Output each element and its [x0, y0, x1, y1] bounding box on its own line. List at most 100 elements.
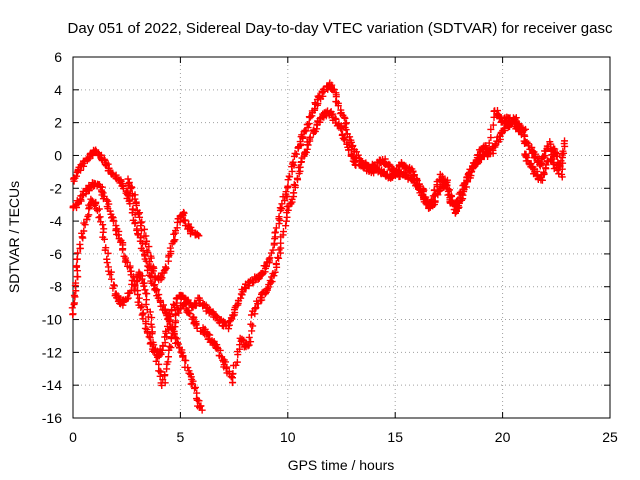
data-point	[372, 163, 380, 171]
data-point	[153, 353, 161, 361]
series-trace-h	[521, 145, 566, 184]
data-point	[191, 384, 199, 392]
data-point	[320, 87, 328, 95]
data-point	[461, 183, 469, 191]
data-point	[141, 286, 149, 294]
data-point	[103, 196, 111, 204]
data-point	[150, 281, 158, 289]
data-point	[167, 344, 175, 352]
data-point	[540, 169, 548, 177]
data-point	[142, 300, 150, 308]
data-point	[198, 406, 206, 414]
data-point	[74, 249, 82, 257]
data-point	[106, 207, 114, 215]
data-point	[181, 356, 189, 364]
data-point	[119, 246, 127, 254]
plot-frame	[72, 56, 611, 419]
y-tick-label: 2	[54, 115, 62, 131]
data-point	[145, 243, 153, 251]
data-point	[78, 191, 86, 199]
data-point	[284, 206, 292, 214]
data-point	[84, 212, 92, 220]
data-point	[76, 240, 84, 248]
data-point	[489, 121, 497, 129]
data-point	[95, 214, 103, 222]
data-point	[247, 311, 255, 319]
data-point	[124, 175, 132, 183]
data-point	[262, 262, 270, 270]
data-point	[304, 121, 312, 129]
data-point	[274, 254, 282, 262]
data-point	[140, 282, 148, 290]
data-point	[279, 228, 287, 236]
data-point	[275, 254, 283, 262]
data-point	[297, 158, 305, 166]
data-point	[148, 330, 156, 338]
data-point	[165, 353, 173, 361]
data-point	[247, 320, 255, 328]
data-point	[315, 93, 323, 101]
data-point	[69, 310, 77, 318]
data-point	[72, 172, 80, 180]
data-point	[129, 273, 137, 281]
data-point	[247, 338, 255, 346]
data-point	[248, 327, 256, 335]
data-point	[170, 237, 178, 245]
data-point	[136, 213, 144, 221]
data-point	[147, 254, 155, 262]
data-point	[173, 339, 181, 347]
y-tick-label: 6	[54, 49, 62, 65]
data-point	[276, 216, 284, 224]
data-point	[485, 139, 493, 147]
x-tick-label: 5	[177, 429, 185, 445]
data-point	[73, 267, 81, 275]
data-point	[334, 102, 342, 110]
data-point	[556, 162, 564, 170]
data-point	[163, 333, 171, 341]
data-point	[138, 302, 146, 310]
data-point	[146, 308, 154, 316]
data-point	[487, 134, 495, 142]
data-point	[291, 181, 299, 189]
data-point	[144, 248, 152, 256]
data-point	[293, 174, 301, 182]
data-point	[127, 287, 135, 295]
data-point	[137, 304, 145, 312]
data-point	[138, 218, 146, 226]
data-point	[290, 181, 298, 189]
data-point	[165, 316, 173, 324]
data-point	[228, 315, 236, 323]
data-point	[343, 140, 351, 148]
data-point	[150, 341, 158, 349]
data-point	[93, 207, 101, 215]
data-point	[70, 291, 78, 299]
data-point	[181, 300, 189, 308]
data-point	[272, 260, 280, 268]
data-point	[245, 333, 253, 341]
data-point	[552, 148, 560, 156]
y-axis-label: SDTVAR / TECUs	[6, 181, 22, 293]
data-point	[290, 189, 298, 197]
data-point	[295, 164, 303, 172]
data-point	[339, 134, 347, 142]
data-point	[467, 168, 475, 176]
data-point	[282, 188, 290, 196]
y-tick-label: -8	[50, 279, 63, 295]
data-point	[271, 268, 279, 276]
data-point	[445, 186, 453, 194]
data-point	[425, 204, 433, 212]
data-point	[550, 145, 558, 153]
data-point	[306, 133, 314, 141]
data-point	[127, 185, 135, 193]
data-point	[177, 348, 185, 356]
data-point	[225, 325, 233, 333]
data-point	[196, 402, 204, 410]
data-point	[244, 342, 252, 350]
series-trace-c	[68, 195, 201, 389]
data-point	[547, 140, 555, 148]
data-point	[264, 284, 272, 292]
data-point	[99, 221, 107, 229]
data-point	[443, 181, 451, 189]
data-point	[134, 210, 142, 218]
